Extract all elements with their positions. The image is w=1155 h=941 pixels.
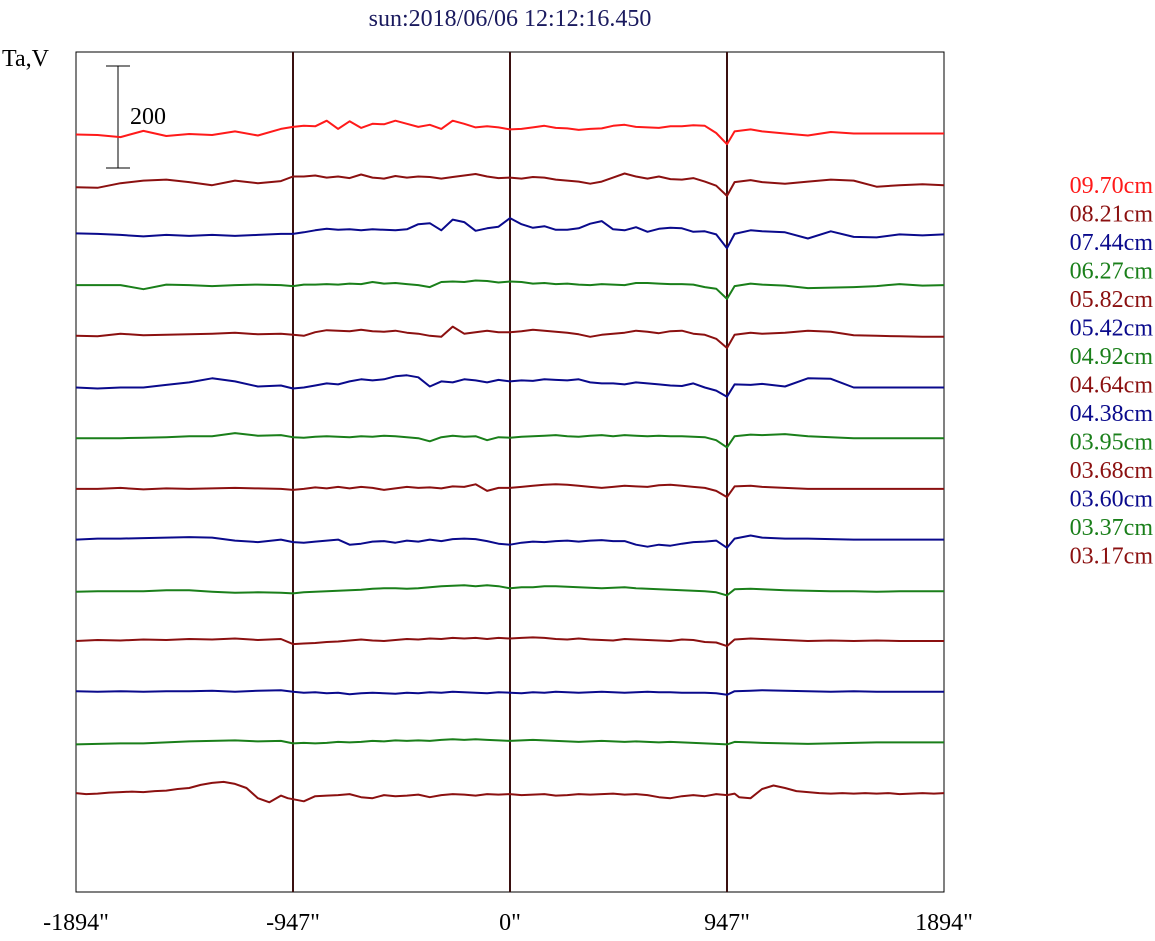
legend-entry: 06.27cm — [1070, 259, 1154, 285]
series-line-09.70cm — [75, 119, 944, 146]
series-line-03.17cm — [75, 780, 945, 804]
traces — [75, 119, 945, 804]
legend-entry: 09.70cm — [1070, 173, 1154, 199]
legend-entry: 05.42cm — [1070, 316, 1154, 342]
series-line-06.27cm — [76, 279, 945, 300]
legend-entry: 04.64cm — [1070, 373, 1154, 399]
series-line-05.82cm — [75, 325, 944, 349]
x-tick-labels: -1894" -947" 0" 947" 1894" — [43, 910, 973, 936]
legend-entry: 04.38cm — [1070, 401, 1154, 427]
legend-entry: 05.82cm — [1070, 287, 1154, 313]
x-tick-label: 947" — [704, 910, 750, 936]
scale-bar-label: 200 — [130, 104, 166, 130]
chart-title: sun:2018/06/06 12:12:16.450 — [369, 6, 652, 32]
series-line-04.92cm — [76, 432, 944, 449]
y-axis-label: Ta,V — [2, 46, 50, 72]
series-line-04.38cm — [75, 534, 944, 549]
series-line-05.42cm — [75, 374, 944, 398]
legend-entry: 03.95cm — [1070, 430, 1154, 456]
legend-entry: 03.17cm — [1070, 544, 1154, 570]
legend-entry: 03.37cm — [1070, 515, 1154, 541]
x-tick-label: 0" — [499, 910, 521, 936]
legend-entry: 07.44cm — [1070, 230, 1154, 256]
vertical-markers — [292, 52, 728, 892]
series-line-03.68cm — [75, 636, 944, 648]
x-tick-label: -947" — [266, 910, 320, 936]
series-line-03.95cm — [75, 584, 944, 597]
series-line-08.21cm — [75, 172, 945, 197]
legend-entry: 03.60cm — [1070, 487, 1154, 513]
legend-entry: 03.68cm — [1070, 458, 1154, 484]
series-line-07.44cm — [75, 217, 945, 250]
legend-entry: 08.21cm — [1070, 202, 1154, 228]
scale-bar: 200 — [106, 65, 166, 169]
series-line-03.60cm — [75, 689, 944, 696]
legend-entry: 04.92cm — [1070, 344, 1154, 370]
series-line-03.37cm — [75, 738, 944, 746]
x-tick-label: -1894" — [43, 910, 109, 936]
x-tick-label: 1894" — [915, 910, 973, 936]
series-line-04.64cm — [76, 483, 944, 499]
